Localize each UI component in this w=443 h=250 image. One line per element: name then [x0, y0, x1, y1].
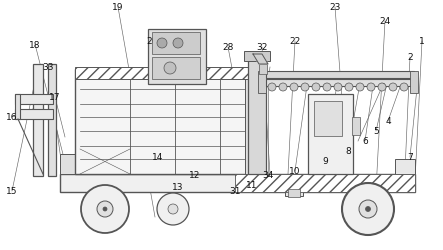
Bar	[75, 70, 250, 174]
Bar	[266, 80, 414, 87]
Bar	[258, 72, 266, 94]
Text: 20: 20	[146, 37, 158, 46]
Text: 3: 3	[379, 83, 385, 92]
Text: 23: 23	[329, 4, 341, 13]
Bar	[288, 189, 300, 197]
Circle shape	[342, 183, 394, 235]
Text: 4: 4	[385, 117, 391, 126]
Bar	[314, 102, 342, 136]
Text: 22: 22	[289, 37, 301, 46]
Text: 34: 34	[262, 170, 274, 179]
Polygon shape	[253, 55, 268, 65]
Circle shape	[168, 204, 178, 214]
Bar	[259, 65, 267, 75]
Bar	[266, 72, 414, 79]
Bar	[33, 65, 43, 176]
Bar	[60, 174, 415, 192]
Text: 12: 12	[189, 170, 201, 179]
Text: 31: 31	[229, 187, 241, 196]
Circle shape	[323, 84, 331, 92]
Circle shape	[103, 207, 107, 211]
Circle shape	[279, 84, 287, 92]
Bar	[410, 72, 418, 94]
Circle shape	[365, 207, 370, 212]
Bar	[235, 174, 415, 192]
Text: 21: 21	[162, 37, 174, 46]
Bar	[285, 174, 303, 196]
Text: 32: 32	[256, 43, 268, 52]
Circle shape	[367, 84, 375, 92]
Circle shape	[157, 193, 189, 225]
Text: 24: 24	[379, 18, 391, 26]
Text: 16: 16	[6, 113, 18, 122]
Circle shape	[334, 84, 342, 92]
Bar	[395, 159, 415, 174]
Circle shape	[389, 84, 397, 92]
Circle shape	[268, 84, 276, 92]
Text: 15: 15	[6, 187, 18, 196]
Circle shape	[400, 84, 408, 92]
Circle shape	[157, 39, 167, 49]
Text: 33: 33	[42, 63, 54, 72]
Text: 5: 5	[373, 127, 379, 136]
Text: 10: 10	[289, 167, 301, 176]
Text: 19: 19	[112, 4, 124, 13]
Text: 1: 1	[419, 37, 425, 46]
Bar	[60, 154, 75, 174]
Bar	[244, 52, 270, 62]
Bar	[308, 94, 353, 174]
Circle shape	[301, 84, 309, 92]
Bar	[15, 110, 53, 120]
Bar	[148, 30, 206, 85]
Text: 28: 28	[222, 43, 234, 52]
Text: 7: 7	[407, 153, 413, 162]
Circle shape	[359, 200, 377, 218]
Bar	[248, 55, 266, 174]
Bar	[75, 68, 250, 80]
Text: 18: 18	[29, 40, 41, 49]
Text: 8: 8	[345, 147, 351, 156]
Bar	[48, 65, 56, 176]
Text: 11: 11	[246, 180, 258, 189]
Circle shape	[345, 84, 353, 92]
Circle shape	[290, 84, 298, 92]
Bar	[15, 94, 20, 120]
Text: 6: 6	[362, 137, 368, 146]
Circle shape	[173, 39, 183, 49]
Circle shape	[81, 185, 129, 233]
Text: 2: 2	[407, 53, 413, 62]
Circle shape	[378, 84, 386, 92]
Text: 9: 9	[322, 157, 328, 166]
Circle shape	[164, 63, 176, 75]
Bar	[352, 118, 360, 136]
Bar	[245, 68, 257, 174]
Text: 14: 14	[152, 153, 163, 162]
Text: 13: 13	[172, 183, 184, 192]
Bar	[152, 58, 200, 80]
Bar	[15, 94, 53, 104]
Text: 17: 17	[49, 93, 61, 102]
Bar	[152, 33, 200, 55]
Circle shape	[356, 84, 364, 92]
Circle shape	[312, 84, 320, 92]
Circle shape	[97, 201, 113, 217]
